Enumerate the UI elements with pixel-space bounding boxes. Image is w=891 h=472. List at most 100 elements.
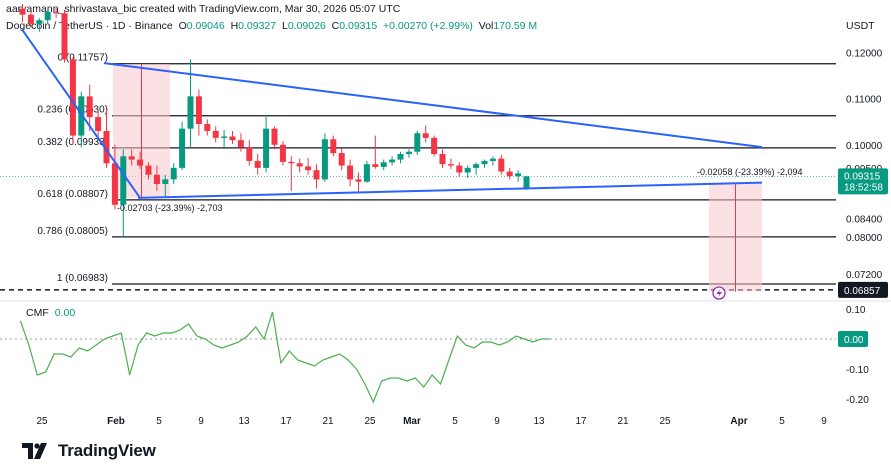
ohlc-change-value: +0.00270 (+2.99%) bbox=[383, 20, 473, 32]
ohlc-open-value: 0.09046 bbox=[186, 20, 225, 32]
trendlines[interactable] bbox=[21, 28, 763, 300]
tradingview-logo[interactable]: TradingView bbox=[22, 441, 156, 461]
volume-value: 170.59 M bbox=[493, 20, 538, 32]
price-axis[interactable]: 0.120000.110000.100000.095000.084000.080… bbox=[0, 49, 891, 302]
last-price-badge[interactable] bbox=[838, 168, 888, 195]
time-tick-label: 17 bbox=[575, 416, 587, 427]
candle-body bbox=[86, 96, 93, 118]
prior-downtrend-line[interactable] bbox=[21, 28, 141, 199]
candle-body bbox=[36, 20, 43, 24]
candle-body bbox=[229, 136, 236, 141]
candle-body bbox=[355, 179, 362, 182]
candle-body bbox=[237, 140, 244, 148]
candle-body bbox=[187, 96, 194, 129]
candle-body bbox=[288, 161, 295, 164]
candle-body bbox=[498, 158, 505, 172]
candle-body bbox=[103, 130, 110, 164]
cmf-last-badge[interactable] bbox=[838, 331, 868, 347]
fib-level-label: 0 (0.11757) bbox=[58, 53, 108, 64]
candle-body bbox=[431, 137, 438, 155]
candle-body bbox=[179, 128, 186, 168]
volume-label: Vol bbox=[478, 20, 494, 32]
candle-body bbox=[447, 164, 454, 166]
candle-body bbox=[162, 179, 169, 185]
candle-body bbox=[271, 128, 278, 145]
ohlc-low-label: L bbox=[281, 20, 288, 32]
candle-body bbox=[305, 166, 312, 171]
time-tick-label: Apr bbox=[730, 416, 747, 427]
candle-body bbox=[313, 170, 320, 180]
candle-body bbox=[296, 163, 303, 167]
candle-body bbox=[246, 147, 253, 161]
candle-body bbox=[145, 165, 152, 175]
candle-body bbox=[254, 160, 261, 168]
measure-zones bbox=[113, 64, 762, 292]
time-tick-label: 5 bbox=[452, 416, 458, 427]
cmf-tick-label: -0.10 bbox=[846, 365, 869, 376]
dashed-level-badge[interactable] bbox=[838, 281, 888, 298]
time-tick-label: 5 bbox=[156, 416, 162, 427]
candle-body bbox=[389, 159, 396, 163]
candle-body bbox=[195, 96, 202, 125]
candle-body bbox=[19, 8, 26, 15]
candle-body bbox=[120, 156, 127, 205]
fib-level-label: 0.618 (0.08807) bbox=[37, 189, 108, 200]
candle-body bbox=[153, 174, 160, 185]
candle-body bbox=[263, 128, 270, 168]
time-axis[interactable]: 25 Feb 5 9 13 17 21 25 Mar 5 9 13 17 21 25 Apr 5 9 bbox=[36, 416, 827, 427]
candle-body bbox=[78, 96, 85, 136]
time-tick-label: 25 bbox=[659, 416, 671, 427]
currency-label[interactable]: USDT bbox=[846, 20, 875, 32]
time-tick-label: 13 bbox=[238, 416, 250, 427]
candle-body bbox=[380, 162, 387, 167]
time-tick-label: 9 bbox=[821, 416, 827, 427]
candle-body bbox=[212, 130, 219, 138]
candle-body bbox=[422, 133, 429, 138]
candle-body bbox=[128, 156, 135, 160]
price-tick-label: 0.07200 bbox=[846, 270, 883, 281]
fib-level-label: 1 (0.06983) bbox=[57, 273, 108, 284]
candle-body bbox=[464, 167, 471, 173]
candle-body bbox=[221, 136, 228, 138]
candle-body bbox=[170, 167, 177, 180]
ohlc-close-label: C bbox=[331, 20, 340, 32]
descending-trendline[interactable] bbox=[103, 62, 763, 149]
candle-body bbox=[137, 159, 144, 166]
cmf-tick-label: -0.20 bbox=[846, 395, 869, 406]
ohlc-low-value: 0.09026 bbox=[287, 20, 326, 32]
measure-label: -0.02703 (-23.39%) -2,703 bbox=[117, 203, 223, 213]
candle-body bbox=[321, 139, 328, 180]
candle-body bbox=[489, 158, 496, 161]
measure-label: -0.02058 (-23.39%) -2,094 bbox=[697, 167, 803, 177]
price-tick-label: 0.11000 bbox=[846, 95, 882, 106]
candle-body bbox=[44, 11, 51, 21]
support-trendline[interactable] bbox=[137, 181, 763, 199]
candle-body bbox=[69, 59, 76, 136]
candle-body bbox=[397, 154, 404, 160]
candle-body bbox=[338, 153, 345, 166]
time-tick-label: 17 bbox=[280, 416, 292, 427]
cmf-legend-label[interactable]: CMF bbox=[26, 307, 49, 319]
candle-body bbox=[279, 144, 286, 162]
ohlc-high-label: H bbox=[230, 20, 239, 32]
fib-level-label: 0.786 (0.08005) bbox=[37, 226, 108, 237]
candle-body bbox=[61, 13, 68, 60]
time-tick-label: 25 bbox=[364, 416, 376, 427]
time-tick-label: 9 bbox=[198, 416, 204, 427]
time-tick-label: 13 bbox=[533, 416, 545, 427]
last-price-label: 0.09315 bbox=[844, 171, 881, 182]
countdown-label: 18:52:58 bbox=[844, 182, 883, 193]
candle-body bbox=[204, 124, 211, 131]
ohlc-close-value: 0.09315 bbox=[339, 20, 378, 32]
candle-body bbox=[405, 151, 412, 155]
cmf-pane: 0.10 -0.10 -0.20 0.00 bbox=[0, 305, 869, 406]
price-tick-label: 0.08000 bbox=[846, 233, 883, 244]
candle-body bbox=[481, 160, 488, 165]
time-tick-label: Mar bbox=[403, 416, 421, 427]
time-tick-label: 25 bbox=[36, 416, 48, 427]
ohlc-high-value: 0.09327 bbox=[238, 20, 277, 32]
time-tick-label: 9 bbox=[494, 416, 500, 427]
cmf-line bbox=[19, 311, 550, 404]
tradingview-logo-icon bbox=[22, 443, 47, 459]
